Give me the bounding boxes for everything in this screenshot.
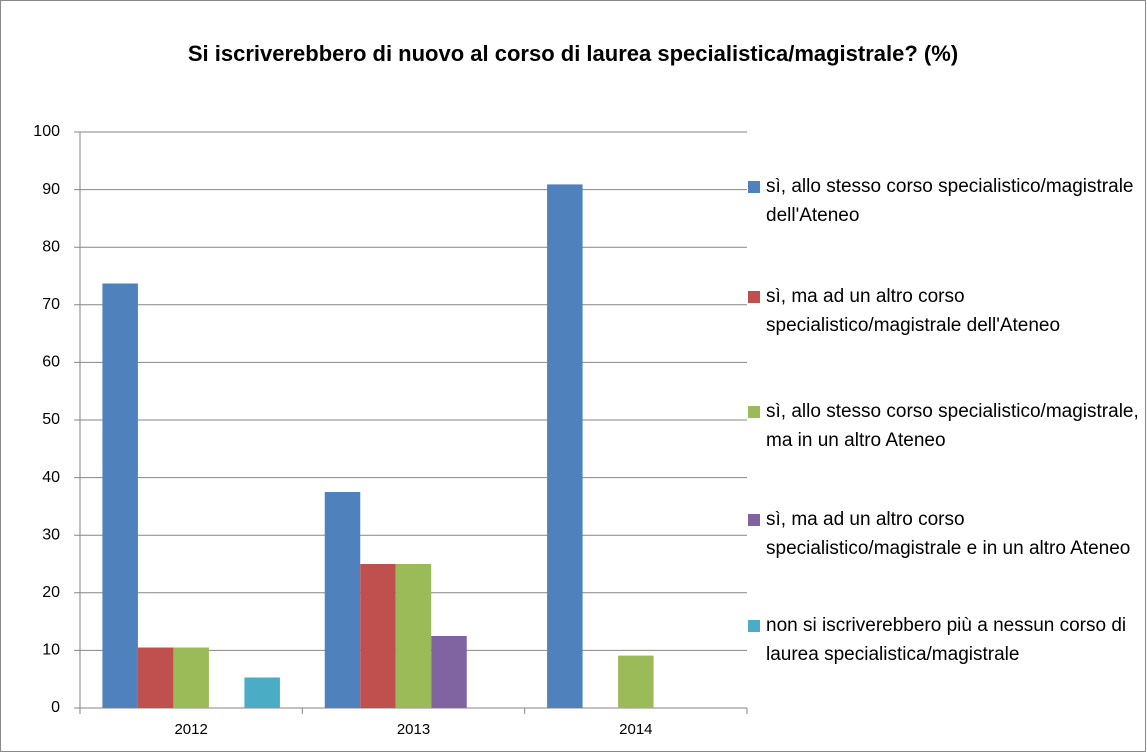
bar [173, 647, 209, 708]
x-tick-label: 2013 [397, 721, 430, 738]
legend-swatch [748, 514, 760, 526]
bar [360, 564, 396, 708]
bar [244, 677, 280, 708]
bar [547, 184, 583, 708]
legend-label: non si iscriverebbero più a nessun corso… [766, 615, 1127, 665]
legend-label: sì, ma ad un altro corso specialistico/m… [766, 286, 1061, 336]
y-tick-label: 80 [42, 238, 60, 255]
bar [137, 647, 174, 708]
y-tick-label: 70 [42, 296, 60, 313]
y-tick-label: 100 [33, 123, 60, 140]
legend-entry: sì, allo stesso corso specialistico/magi… [748, 397, 1146, 455]
y-tick-label: 10 [42, 642, 60, 659]
legend-entry: sì, ma ad un altro corso specialistico/m… [748, 505, 1146, 563]
legend-swatch [748, 406, 760, 418]
y-tick-label: 90 [42, 181, 60, 198]
bar [102, 283, 138, 708]
bar [618, 655, 654, 708]
y-tick-label: 30 [42, 526, 60, 543]
bar [431, 636, 467, 708]
bar [324, 492, 361, 708]
legend-entry: sì, allo stesso corso specialistico/magi… [748, 172, 1146, 230]
x-tick-label: 2014 [619, 721, 652, 738]
legend-swatch [748, 291, 760, 303]
legend-label: sì, allo stesso corso specialistico/magi… [766, 401, 1139, 451]
y-tick-label: 40 [42, 469, 60, 486]
bar [395, 564, 432, 708]
legend-entry: sì, ma ad un altro corso specialistico/m… [748, 282, 1146, 340]
y-tick-label: 60 [42, 354, 60, 371]
y-tick-label: 0 [51, 699, 60, 716]
legend-swatch [748, 620, 760, 632]
x-tick-label: 2012 [174, 721, 207, 738]
legend-label: sì, ma ad un altro corso specialistico/m… [766, 509, 1131, 559]
y-tick-label: 20 [42, 584, 60, 601]
chart-title: Si iscriverebbero di nuovo al corso di l… [187, 41, 959, 66]
legend-entry: non si iscriverebbero più a nessun corso… [748, 611, 1146, 669]
y-tick-label: 50 [42, 411, 60, 428]
legend-label: sì, allo stesso corso specialistico/magi… [766, 176, 1134, 226]
legend-swatch [748, 181, 760, 193]
